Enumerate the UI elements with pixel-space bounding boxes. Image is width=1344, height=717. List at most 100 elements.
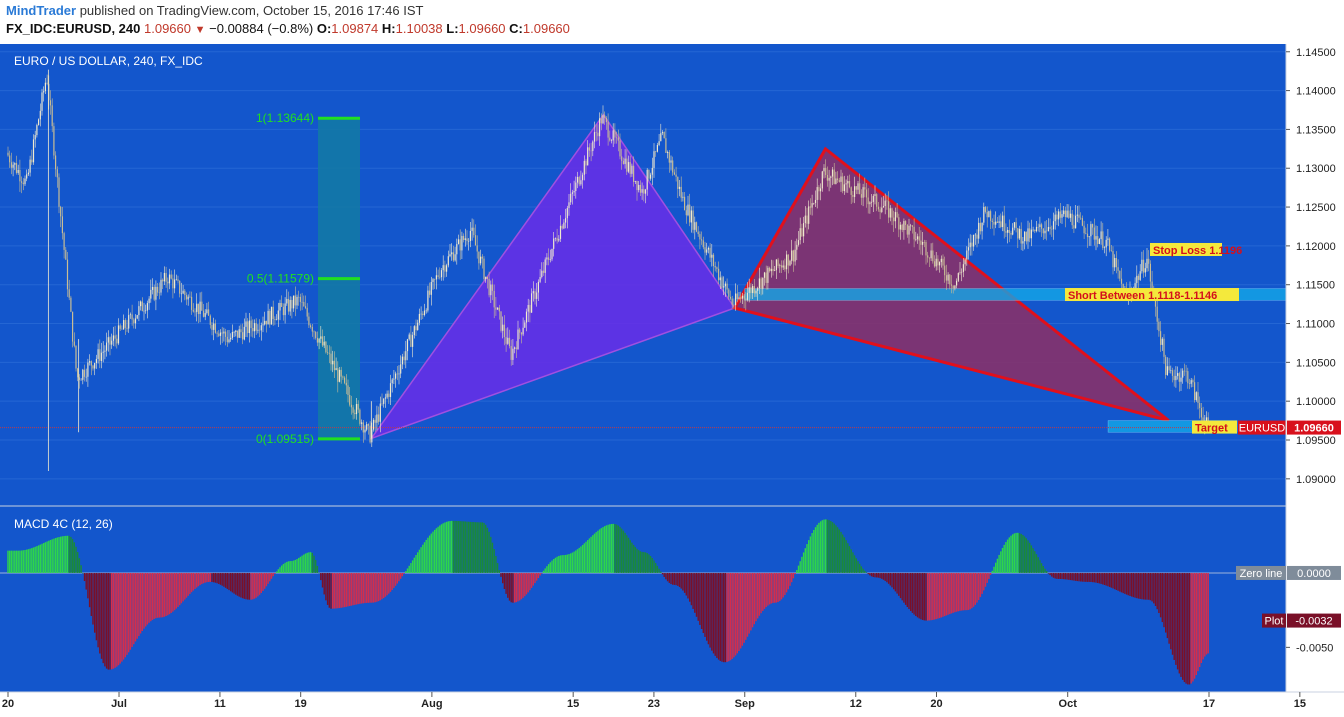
candle-body — [935, 258, 937, 267]
macd-bar — [564, 554, 567, 573]
candle-body — [498, 307, 500, 312]
candle-body — [379, 403, 381, 422]
candle-body — [1032, 229, 1034, 231]
macd-bar — [308, 552, 310, 573]
macd-bar — [581, 544, 584, 573]
macd-bar — [753, 572, 755, 625]
candle-body — [389, 383, 392, 397]
candle-body — [1185, 370, 1187, 372]
candle-body — [956, 280, 958, 286]
candle-body — [66, 259, 69, 290]
macd-bar — [587, 540, 589, 573]
macd-bar — [316, 565, 319, 573]
macd-bar — [797, 565, 800, 573]
candle-body — [102, 351, 104, 353]
macd-bar — [403, 572, 405, 574]
fib-level-label: 1(1.13644) — [256, 111, 314, 125]
candle-body — [899, 224, 902, 230]
macd-bar — [512, 572, 514, 603]
macd-bar — [43, 543, 45, 573]
candle-body — [165, 272, 167, 282]
candle-body — [973, 234, 975, 247]
macd-axis[interactable]: -0.0050 Zero line 0.0000 Plot -0.0032 — [1236, 565, 1341, 654]
macd-bar — [442, 523, 444, 573]
candle-body — [1085, 233, 1087, 234]
macd-bar — [1134, 572, 1136, 598]
time-axis[interactable]: 20 Jul 11 19 Aug 15 23 Sep 12 20 Oct 17 15 — [2, 692, 1306, 710]
macd-bar — [153, 572, 155, 619]
macd-bar — [1005, 542, 1007, 573]
candle-body — [337, 368, 339, 382]
candle-body — [447, 256, 449, 266]
candle-body — [281, 302, 283, 307]
candle-body — [367, 424, 369, 426]
candle-body — [816, 187, 818, 200]
candle-body — [39, 110, 41, 120]
macd-bar — [274, 572, 276, 574]
macd-bar — [935, 572, 937, 620]
candle-body — [391, 379, 393, 384]
candle-body — [621, 156, 623, 161]
candle-body — [238, 329, 240, 338]
macd-bar — [575, 550, 577, 573]
price-axis[interactable]: 1.14500 1.14000 1.13500 1.13000 1.12500 1.120… — [1286, 47, 1336, 486]
macd-bar — [360, 572, 363, 604]
candle-body — [107, 337, 109, 343]
macd-bar — [716, 572, 718, 658]
candle-body — [55, 155, 57, 170]
macd-bar — [24, 549, 26, 573]
macd-bar — [706, 572, 708, 641]
candle-body — [752, 286, 754, 294]
candle-body — [670, 160, 672, 163]
candle-body — [835, 178, 837, 184]
candle-body — [175, 279, 177, 281]
publisher-name[interactable]: MindTrader — [6, 3, 77, 18]
price-tick-label: 1.14000 — [1296, 86, 1336, 98]
candle-body — [1197, 392, 1199, 403]
candle-body — [872, 195, 874, 202]
macd-bar — [505, 572, 507, 594]
macd-bar — [1088, 572, 1090, 582]
macd-bar — [1182, 572, 1184, 680]
macd-bar — [121, 572, 123, 662]
candle-body — [991, 220, 993, 223]
plot-label: Plot — [1265, 616, 1284, 628]
candle-body — [383, 398, 385, 404]
macd-histogram — [0, 519, 1286, 685]
candle-body — [463, 235, 465, 240]
candle-body — [170, 274, 172, 279]
candle-body — [794, 249, 796, 262]
macd-bar — [134, 572, 137, 642]
macd-bar — [391, 572, 393, 590]
candle-body — [332, 360, 334, 365]
candle-body — [871, 201, 873, 203]
down-triangle-icon: ▼ — [194, 24, 206, 36]
macd-bar — [539, 572, 541, 576]
macd-bar — [333, 572, 336, 609]
candle-body — [415, 326, 417, 331]
macd-bar — [685, 572, 687, 596]
macd-bar — [1086, 572, 1089, 582]
macd-bar — [908, 572, 910, 610]
candle-body — [72, 311, 74, 342]
macd-bar — [774, 572, 776, 603]
annotations[interactable]: Stop Loss 1.1196 Short Between 1.1118-1.1… — [1065, 242, 1341, 435]
macd-bar — [921, 572, 924, 620]
macd-bar — [723, 572, 725, 663]
candle-body — [556, 238, 558, 241]
macd-bar — [661, 572, 664, 575]
macd-bar — [352, 572, 354, 606]
macd-bar — [884, 572, 886, 581]
macd-bar — [954, 572, 956, 613]
macd-bar — [14, 550, 16, 573]
macd-bar — [464, 521, 466, 573]
macd-bar — [466, 521, 468, 573]
macd-bar — [34, 546, 36, 573]
candle-body — [422, 313, 424, 316]
candle-body — [396, 373, 398, 375]
fibonacci-retracement[interactable]: 1(1.13644) 0.5(1.11579) 0(1.09515) — [247, 111, 360, 446]
macd-bar — [189, 572, 191, 594]
candle-body — [133, 319, 135, 324]
macd-bar — [338, 572, 341, 609]
